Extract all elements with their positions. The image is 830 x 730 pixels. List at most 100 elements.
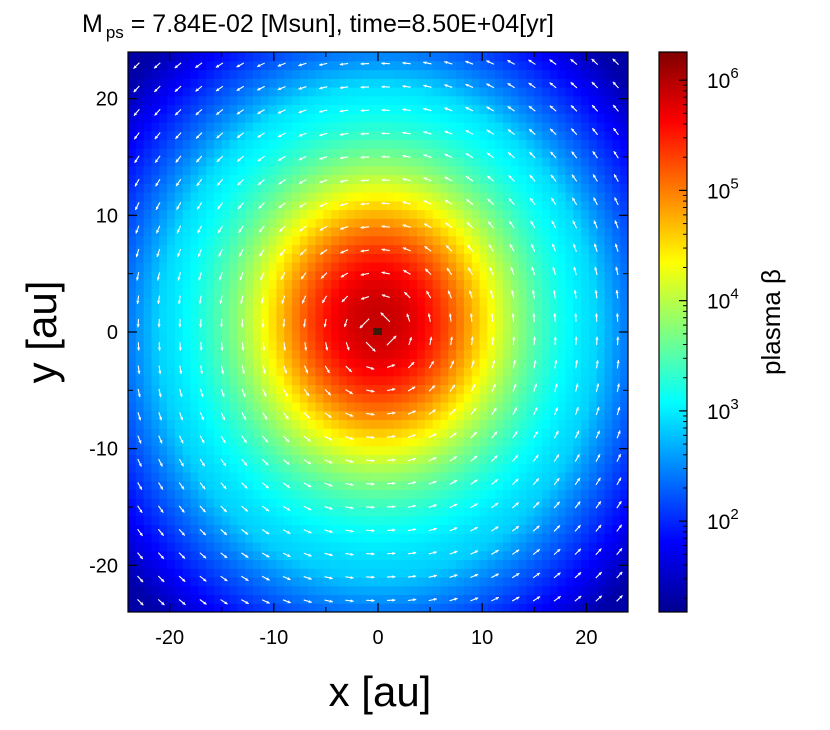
vector-arrow-head: [340, 226, 344, 230]
heatmap-cell: [323, 174, 332, 184]
heatmap-cell: [557, 577, 567, 587]
heatmap-cell: [253, 367, 262, 377]
heatmap-cell: [315, 200, 324, 211]
vector-arrow-head: [279, 228, 283, 232]
heatmap-cell: [276, 384, 285, 394]
heatmap-cell: [448, 200, 457, 211]
heatmap-cell: [260, 445, 270, 456]
vector-arrow-head: [176, 206, 180, 210]
heatmap-cell: [424, 279, 434, 289]
heatmap-cell: [417, 78, 426, 88]
heatmap-cell: [487, 480, 496, 491]
heatmap-cell: [206, 69, 215, 79]
heatmap-cell: [378, 104, 387, 114]
heatmap-cell: [362, 367, 371, 377]
heatmap-cell: [557, 104, 567, 114]
heatmap-cell: [503, 393, 512, 403]
heatmap-cell: [440, 515, 449, 526]
heatmap-cell: [581, 594, 590, 604]
heatmap-cell: [128, 507, 137, 517]
heatmap-cell: [424, 559, 434, 569]
heatmap-cell: [620, 542, 628, 552]
heatmap-cell: [253, 323, 262, 333]
heatmap-cell: [268, 262, 278, 272]
heatmap-cell: [253, 200, 262, 211]
heatmap-cell: [323, 52, 332, 62]
heatmap-cell: [221, 428, 231, 438]
heatmap-cell: [245, 183, 254, 193]
heatmap-cell: [479, 122, 488, 132]
heatmap-cell: [596, 533, 606, 543]
heatmap-cell: [549, 489, 559, 499]
heatmap-cell: [346, 78, 356, 88]
heatmap-cell: [503, 550, 512, 561]
heatmap-cell: [253, 507, 262, 517]
heatmap-cell: [573, 533, 582, 543]
heatmap-cell: [346, 209, 356, 219]
heatmap-cell: [370, 384, 379, 394]
heatmap-cell: [424, 533, 434, 543]
vector-arrow-head: [260, 276, 264, 280]
heatmap-cell: [307, 507, 317, 517]
heatmap-cell: [471, 542, 481, 552]
heatmap-cell: [190, 375, 199, 386]
vector-arrow-head: [198, 300, 202, 304]
heatmap-cell: [307, 200, 317, 211]
heatmap-cell: [213, 270, 223, 281]
heatmap-cell: [463, 235, 473, 246]
heatmap-cell: [456, 358, 465, 368]
heatmap-cell: [268, 340, 278, 351]
heatmap-cell: [260, 340, 270, 351]
heatmap-cell: [182, 165, 192, 176]
heatmap-cell: [276, 297, 285, 307]
heatmap-cell: [495, 174, 504, 184]
vector-arrow-head: [257, 134, 261, 138]
heatmap-cell: [323, 270, 332, 281]
vector-arrow-head: [219, 324, 224, 328]
heatmap-cell: [510, 559, 520, 569]
heatmap-cell: [495, 209, 504, 219]
heatmap-cell: [581, 323, 590, 333]
heatmap-cell: [315, 340, 324, 351]
heatmap-cell: [276, 139, 285, 149]
heatmap-cell: [323, 227, 332, 237]
heatmap-cell: [338, 445, 348, 456]
heatmap-cell: [588, 314, 598, 324]
heatmap-cell: [378, 148, 387, 158]
heatmap-cell: [471, 384, 481, 394]
heatmap-cell: [354, 542, 363, 552]
heatmap-cell: [237, 577, 246, 587]
heatmap-cell: [510, 113, 520, 123]
vector-arrow-head: [156, 253, 160, 257]
heatmap-cell: [206, 515, 215, 526]
heatmap-cell: [518, 568, 528, 578]
heatmap-cell: [143, 419, 153, 429]
heatmap-cell: [284, 297, 293, 307]
vector-arrow-head: [135, 230, 139, 234]
heatmap-cell: [370, 358, 379, 368]
heatmap-cell: [557, 410, 567, 421]
heatmap-cell: [557, 585, 567, 596]
heatmap-cell: [440, 139, 449, 149]
heatmap-cell: [542, 349, 551, 359]
heatmap-cell: [620, 297, 628, 307]
heatmap-cell: [432, 463, 442, 473]
heatmap-cell: [253, 244, 262, 254]
heatmap-cell: [549, 148, 559, 158]
heatmap-cell: [620, 253, 628, 263]
heatmap-cell: [518, 603, 528, 612]
heatmap-cell: [463, 209, 473, 219]
heatmap-cell: [299, 52, 309, 62]
heatmap-cell: [135, 270, 145, 281]
heatmap-cell: [456, 95, 465, 106]
heatmap-cell: [471, 218, 481, 228]
heatmap-cell: [401, 209, 410, 219]
heatmap-cell: [378, 550, 387, 561]
vector-arrow-head: [486, 152, 491, 156]
heatmap-cell: [370, 393, 379, 403]
heatmap-cell: [378, 200, 387, 211]
heatmap-cell: [588, 384, 598, 394]
heatmap-cell: [299, 402, 309, 412]
heatmap-cell: [604, 305, 613, 316]
